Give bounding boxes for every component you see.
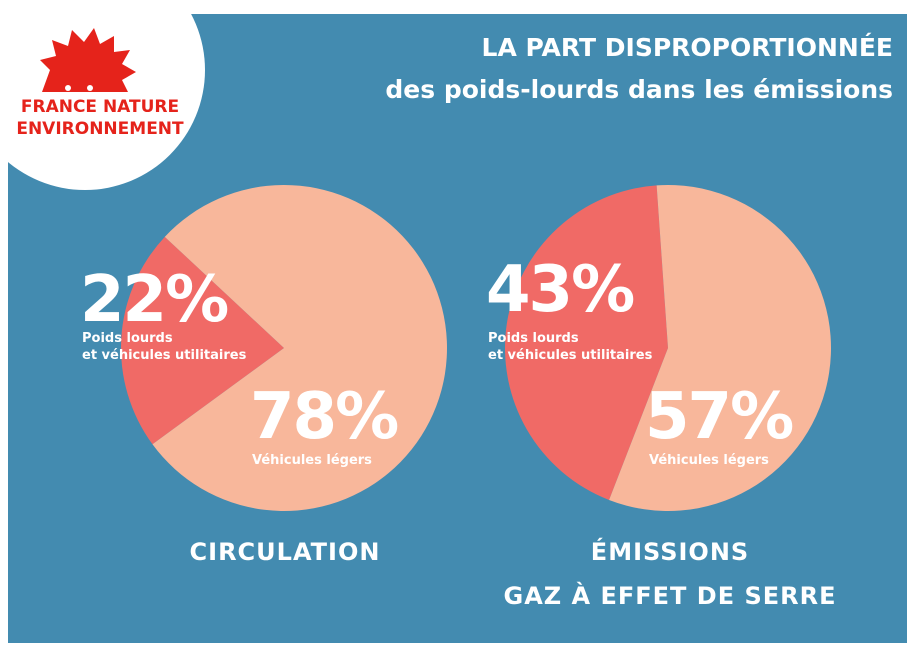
- value-label: 43%: [486, 253, 635, 327]
- chart-title: CIRCULATION: [189, 538, 381, 566]
- category-label: Poids lourds et véhicules utilitaires: [488, 331, 653, 363]
- pie-slice: [609, 185, 831, 511]
- pie-slice: [152, 185, 448, 511]
- category-label: Véhicules légers: [649, 453, 769, 468]
- category-label: Véhicules légers: [252, 453, 372, 468]
- pie-slice: [121, 236, 285, 445]
- logo-disc: [0, 0, 205, 190]
- pie-slice: [504, 185, 668, 500]
- logo-text: FRANCE NATURE: [21, 97, 179, 117]
- subtitle: des poids-lourds dans les émissions: [385, 75, 893, 104]
- logo-hedgehog: [40, 28, 136, 92]
- value-label: 22%: [80, 263, 229, 337]
- category-label: Poids lourds et véhicules utilitaires: [82, 331, 247, 363]
- chart-title: ÉMISSIONS GAZ À EFFET DE SERRE: [503, 538, 837, 610]
- title: LA PART DISPROPORTIONNÉE: [482, 33, 893, 62]
- logo-text: ENVIRONNEMENT: [16, 119, 184, 139]
- value-label: 78%: [250, 380, 399, 454]
- value-label: 57%: [645, 380, 794, 454]
